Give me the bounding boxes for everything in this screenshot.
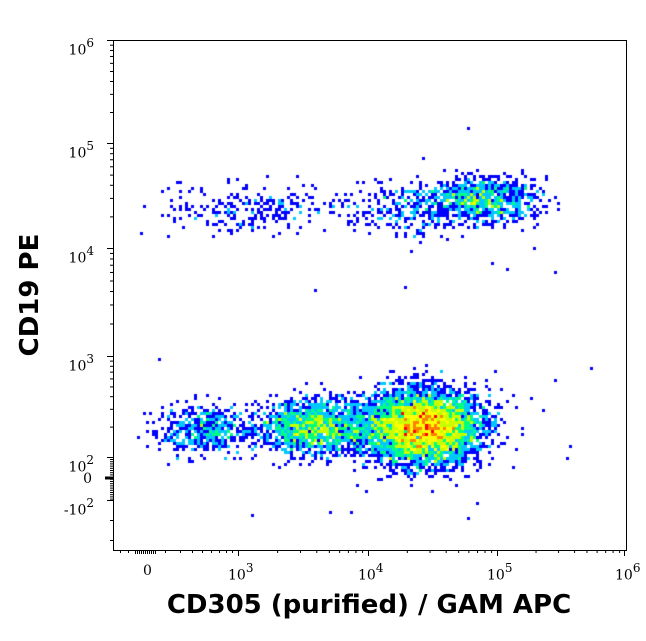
- y-tick-label: 0: [83, 471, 92, 487]
- y-axis-title: CD19 PE: [15, 233, 45, 357]
- x-tick-label: 0: [143, 563, 152, 579]
- y-tick-label: 102: [68, 453, 94, 476]
- plot-frame: [113, 40, 627, 551]
- x-tick-label: 106: [615, 561, 641, 584]
- y-tick-label: 104: [68, 244, 94, 267]
- density-plot-area: [113, 40, 625, 549]
- x-axis-title: CD305 (purified) / GAM APC: [166, 590, 572, 620]
- x-tick-label: 103: [228, 561, 254, 584]
- y-tick-label: 105: [68, 139, 94, 162]
- x-tick-label: 104: [358, 561, 384, 584]
- y-tick-label: 103: [68, 352, 94, 375]
- x-tick-label: 105: [487, 561, 513, 584]
- y-tick-label: 106: [68, 36, 94, 59]
- y-tick-label: -102: [63, 496, 94, 519]
